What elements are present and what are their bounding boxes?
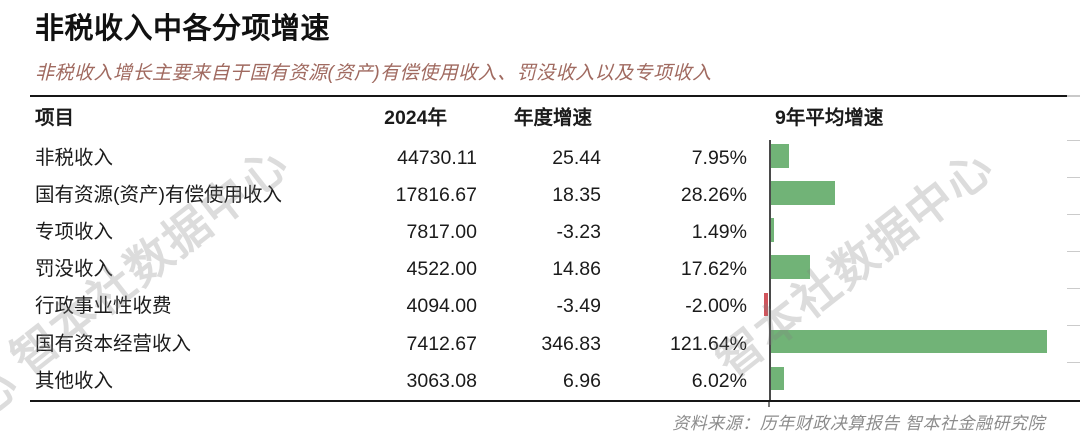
data-table: 项目 2024年 年度增速 9年平均增速 非税收入 44730.11 25.44 7.… [30, 94, 1080, 408]
bar-cell [747, 289, 1080, 326]
table-row: 罚没收入 4522.00 14.86 17.62% [30, 250, 1080, 288]
avg9-growth-pct: 28.26% [680, 183, 747, 206]
avg9-growth-pct: -2.00% [685, 295, 747, 318]
col-header-2024: 2024年 [384, 106, 447, 129]
value-2024: 44730.11 [397, 146, 477, 169]
table-header-row: 项目 2024年 年度增速 9年平均增速 [30, 97, 1080, 140]
value-2024: 7412.67 [406, 332, 478, 355]
yoy-growth: 6.96 [563, 369, 601, 392]
row-label: 国有资本经营收入 [35, 332, 192, 355]
col-header-yoy: 年度增速 [513, 106, 592, 129]
page-subtitle: 非税收入增长主要来自于国有资源(资产)有偿使用收入、罚没收入以及专项收入 [35, 63, 712, 84]
axis-tick [768, 402, 770, 408]
table-row: 国有资源(资产)有偿使用收入 17816.67 18.35 28.26% [30, 176, 1080, 214]
bar-baseline-axis [768, 140, 771, 400]
col-header-avg9: 9年平均增速 [775, 106, 884, 129]
bar-positive [770, 181, 835, 205]
avg9-growth-pct: 1.49% [691, 221, 747, 244]
bar-positive [770, 255, 811, 279]
avg9-growth-pct: 7.95% [691, 146, 747, 169]
watermark: 智本社数据中心 [0, 349, 31, 446]
bar-positive [770, 144, 789, 168]
bar-cell [747, 177, 1080, 214]
avg9-growth-pct: 17.62% [680, 258, 747, 281]
yoy-growth: 18.35 [552, 183, 601, 206]
table-row: 其他收入 3063.08 6.96 6.02% [30, 362, 1080, 400]
yoy-growth: 346.83 [541, 332, 601, 355]
table-row: 国有资本经营收入 7412.67 346.83 121.64% [30, 325, 1080, 363]
table-body: 非税收入 44730.11 25.44 7.95% 国有资源(资产)有偿使用收入 1781… [30, 139, 1080, 400]
bar-cell [747, 251, 1080, 288]
yoy-growth: -3.49 [556, 295, 601, 318]
bar-cell [747, 214, 1080, 251]
bar-negative [763, 292, 769, 317]
bar-cell [747, 140, 1080, 177]
row-label: 专项收入 [35, 221, 114, 244]
page-title: 非税收入中各分项增速 [35, 13, 331, 45]
table-row: 非税收入 44730.11 25.44 7.95% [30, 139, 1080, 177]
row-label: 国有资源(资产)有偿使用收入 [35, 183, 282, 206]
yoy-growth: -3.23 [556, 221, 601, 244]
bar-positive [770, 218, 774, 242]
row-label: 非税收入 [35, 146, 114, 169]
border-fragment [1067, 94, 1080, 97]
row-label: 行政事业性收费 [35, 295, 172, 318]
yoy-growth: 25.44 [552, 146, 601, 169]
col-header-item: 项目 [35, 106, 75, 129]
yoy-growth: 14.86 [552, 258, 601, 281]
bar-positive [770, 366, 785, 391]
row-label: 其他收入 [35, 369, 114, 392]
value-2024: 4522.00 [406, 258, 478, 281]
value-2024: 4094.00 [406, 295, 478, 318]
avg9-growth-pct: 6.02% [691, 369, 747, 392]
table-row: 专项收入 7817.00 -3.23 1.49% [30, 213, 1080, 251]
row-label: 罚没收入 [35, 258, 114, 281]
value-2024: 17816.67 [395, 183, 477, 206]
bar-cell [747, 363, 1080, 400]
bar-cell [747, 326, 1080, 363]
avg9-growth-pct: 121.64% [670, 332, 747, 355]
table-row: 行政事业性收费 4094.00 -3.49 -2.00% [30, 288, 1080, 326]
bar-positive [770, 329, 1047, 354]
source-note: 资料来源：历年财政决算报告 智本社金融研究院 [672, 414, 1045, 433]
value-2024: 3063.08 [406, 369, 478, 392]
value-2024: 7817.00 [406, 221, 478, 244]
